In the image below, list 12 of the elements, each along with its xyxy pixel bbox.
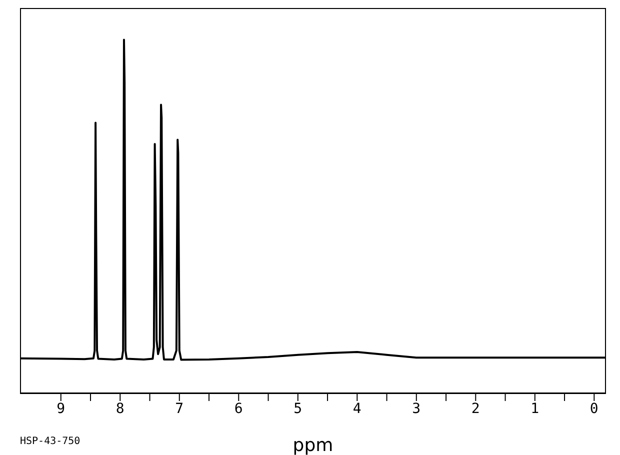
x-axis-title: ppm [292, 435, 334, 455]
x-tick-label: 0 [590, 400, 598, 417]
x-tick-label: 1 [530, 400, 540, 417]
x-tick-label: 5 [294, 400, 302, 417]
x-tick-label: 6 [234, 400, 243, 417]
x-tick-label: 3 [412, 400, 421, 417]
text: HSP-43-750 [20, 436, 80, 447]
x-tick-label: 9 [56, 400, 66, 417]
x-tick-label: 7 [175, 400, 184, 417]
x-tick-label: 2 [471, 400, 480, 417]
x-tick-label: 4 [352, 400, 362, 417]
x-tick-label: 8 [116, 400, 124, 417]
